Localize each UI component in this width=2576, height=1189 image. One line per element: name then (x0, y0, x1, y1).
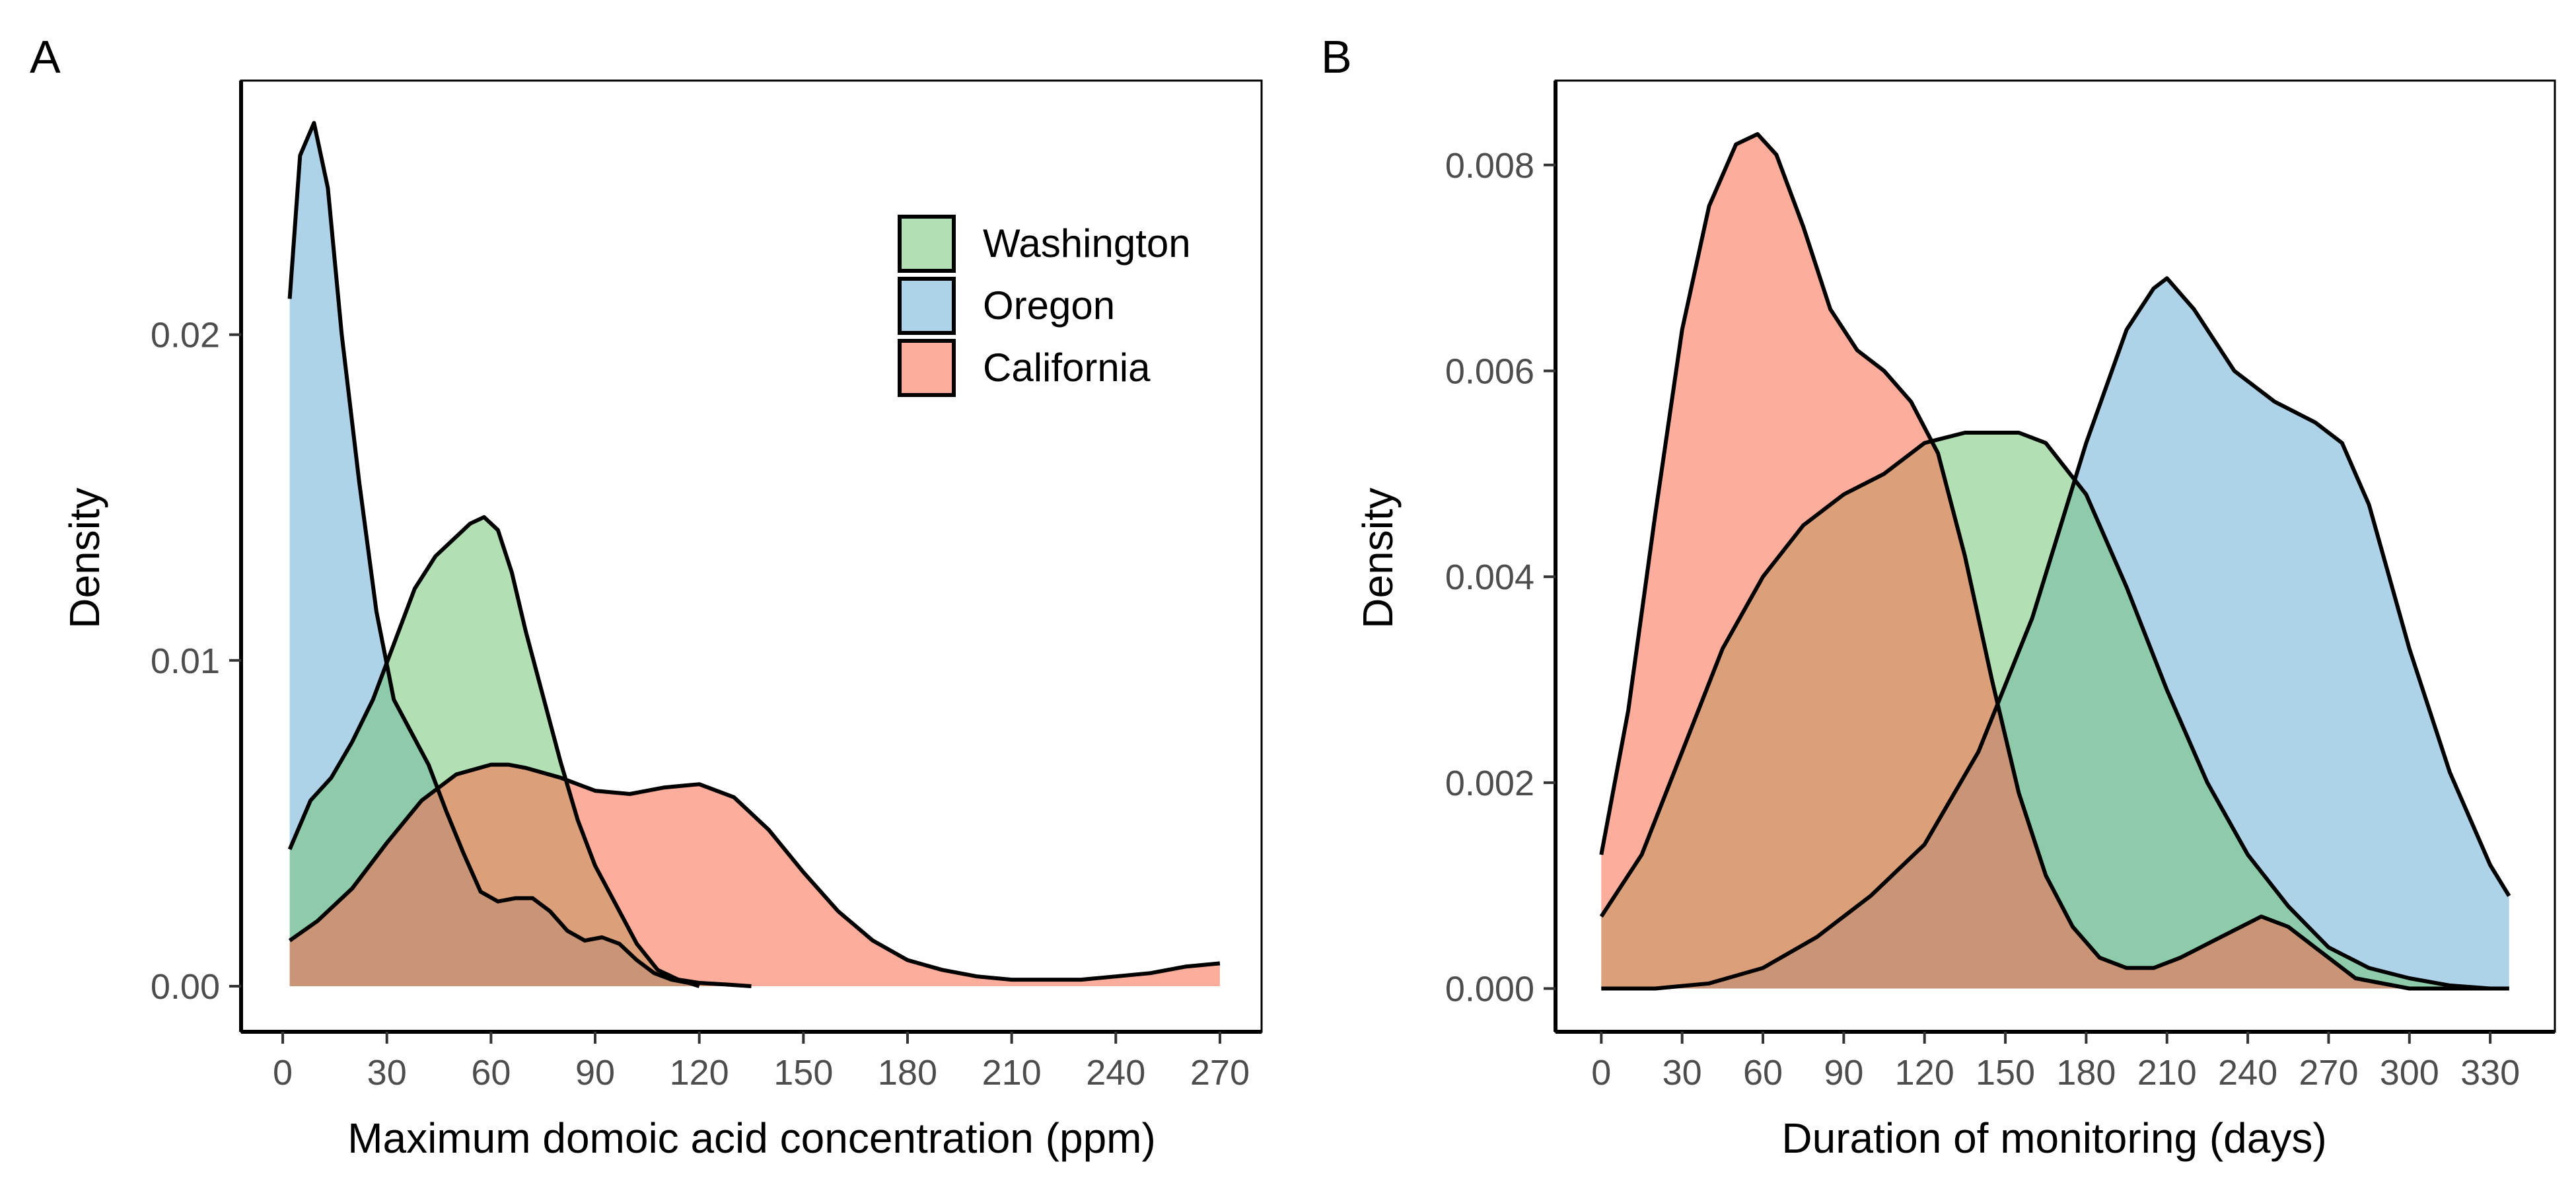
panel-a-x-tick-label: 180 (878, 1053, 937, 1093)
panel-b-density-line-california (1599, 132, 2509, 991)
panel-b-x-tick-label: 300 (2380, 1053, 2439, 1093)
panel-a: A 0 30 60 90 120 150 180 210 240 2700.000.010.02 … (30, 31, 1263, 1162)
panel-b-y-axis-title: Density (1354, 487, 1402, 628)
panel-b-x-tick-label: 120 (1895, 1053, 1954, 1093)
panel-b-x-tick-label: 270 (2299, 1053, 2358, 1093)
panel-label-a: A (30, 31, 61, 83)
panel-b-density-line-washington (1599, 431, 2509, 991)
panel-b-x-tick-label: 210 (2137, 1053, 2197, 1093)
legend-label-washington: Washington (983, 221, 1191, 266)
panel-a-x-tick-label: 60 (471, 1053, 511, 1093)
panel-b-x-tick-label: 180 (2056, 1053, 2116, 1093)
panel-a-y-tick-label: 0.02 (151, 316, 220, 355)
legend-label-california: California (983, 345, 1151, 390)
panel-b-y-tick-label: 0.004 (1445, 558, 1534, 597)
panel-a-y-tick-label: 0.00 (151, 967, 220, 1007)
legend-key-oregon (898, 277, 956, 335)
panel-a-density-line-oregon (287, 121, 700, 988)
panel-a-x-axis-title: Maximum domoic acid concentration (ppm) (347, 1114, 1156, 1162)
panel-a-x-tick-label: 150 (773, 1053, 833, 1093)
panel-b-x-tick-label: 60 (1743, 1053, 1783, 1093)
panel-b-density-line-oregon (1601, 276, 2511, 991)
panel-b-x-tick-label: 330 (2460, 1053, 2520, 1093)
panel-b-plot-area: 0 30 60 90 120 150 180 210 240 270 300 330 0.000 0.00… (1445, 79, 2556, 1093)
legend-key-washington (898, 215, 956, 273)
panel-b-x-tick-label: 90 (1824, 1053, 1863, 1093)
panel-b-y-tick-label: 0.002 (1445, 764, 1534, 803)
legend: Washington Oregon California (898, 215, 1191, 397)
legend-key-california (898, 339, 956, 397)
panel-a-density-line-washington (287, 515, 752, 988)
panel-b-density-area-california (1601, 134, 2509, 989)
panel-a-density-line-california (288, 762, 1221, 982)
panel-a-x-tick-label: 210 (982, 1053, 1042, 1093)
panel-b-y-tick-label: 0.006 (1445, 351, 1534, 391)
panel-b-y-tick-label: 0.008 (1445, 146, 1534, 186)
panel-b-x-axis-title: Duration of monitoring (days) (1781, 1114, 2326, 1162)
panel-b-y-tick-label: 0.000 (1445, 970, 1534, 1009)
panel-b: B 0 30 60 90 120 150 180 210 240 270 300 330 0.000 0.… (1321, 31, 2556, 1162)
panel-a-density-area-california (289, 764, 1220, 986)
panel-a-y-tick-label: 0.01 (151, 641, 220, 681)
panel-a-x-tick-label: 120 (670, 1053, 729, 1093)
legend-label-oregon: Oregon (983, 283, 1115, 328)
panel-b-x-tick-label: 0 (1591, 1053, 1611, 1093)
panel-a-x-tick-label: 90 (575, 1053, 615, 1093)
panel-b-x-tick-label: 240 (2218, 1053, 2277, 1093)
panel-b-x-tick-label: 30 (1663, 1053, 1702, 1093)
panel-label-b: B (1321, 31, 1352, 83)
panel-a-x-tick-label: 240 (1086, 1053, 1145, 1093)
panel-a-x-tick-label: 0 (273, 1053, 293, 1093)
panel-a-y-axis-title: Density (61, 487, 108, 628)
panel-a-x-tick-label: 270 (1190, 1053, 1250, 1093)
panel-a-x-tick-label: 30 (367, 1053, 407, 1093)
panel-b-x-tick-label: 150 (1976, 1053, 2035, 1093)
panel-a-plot-area: 0 30 60 90 120 150 180 210 240 270 0.00 0.01 0.02 (151, 79, 1263, 1093)
